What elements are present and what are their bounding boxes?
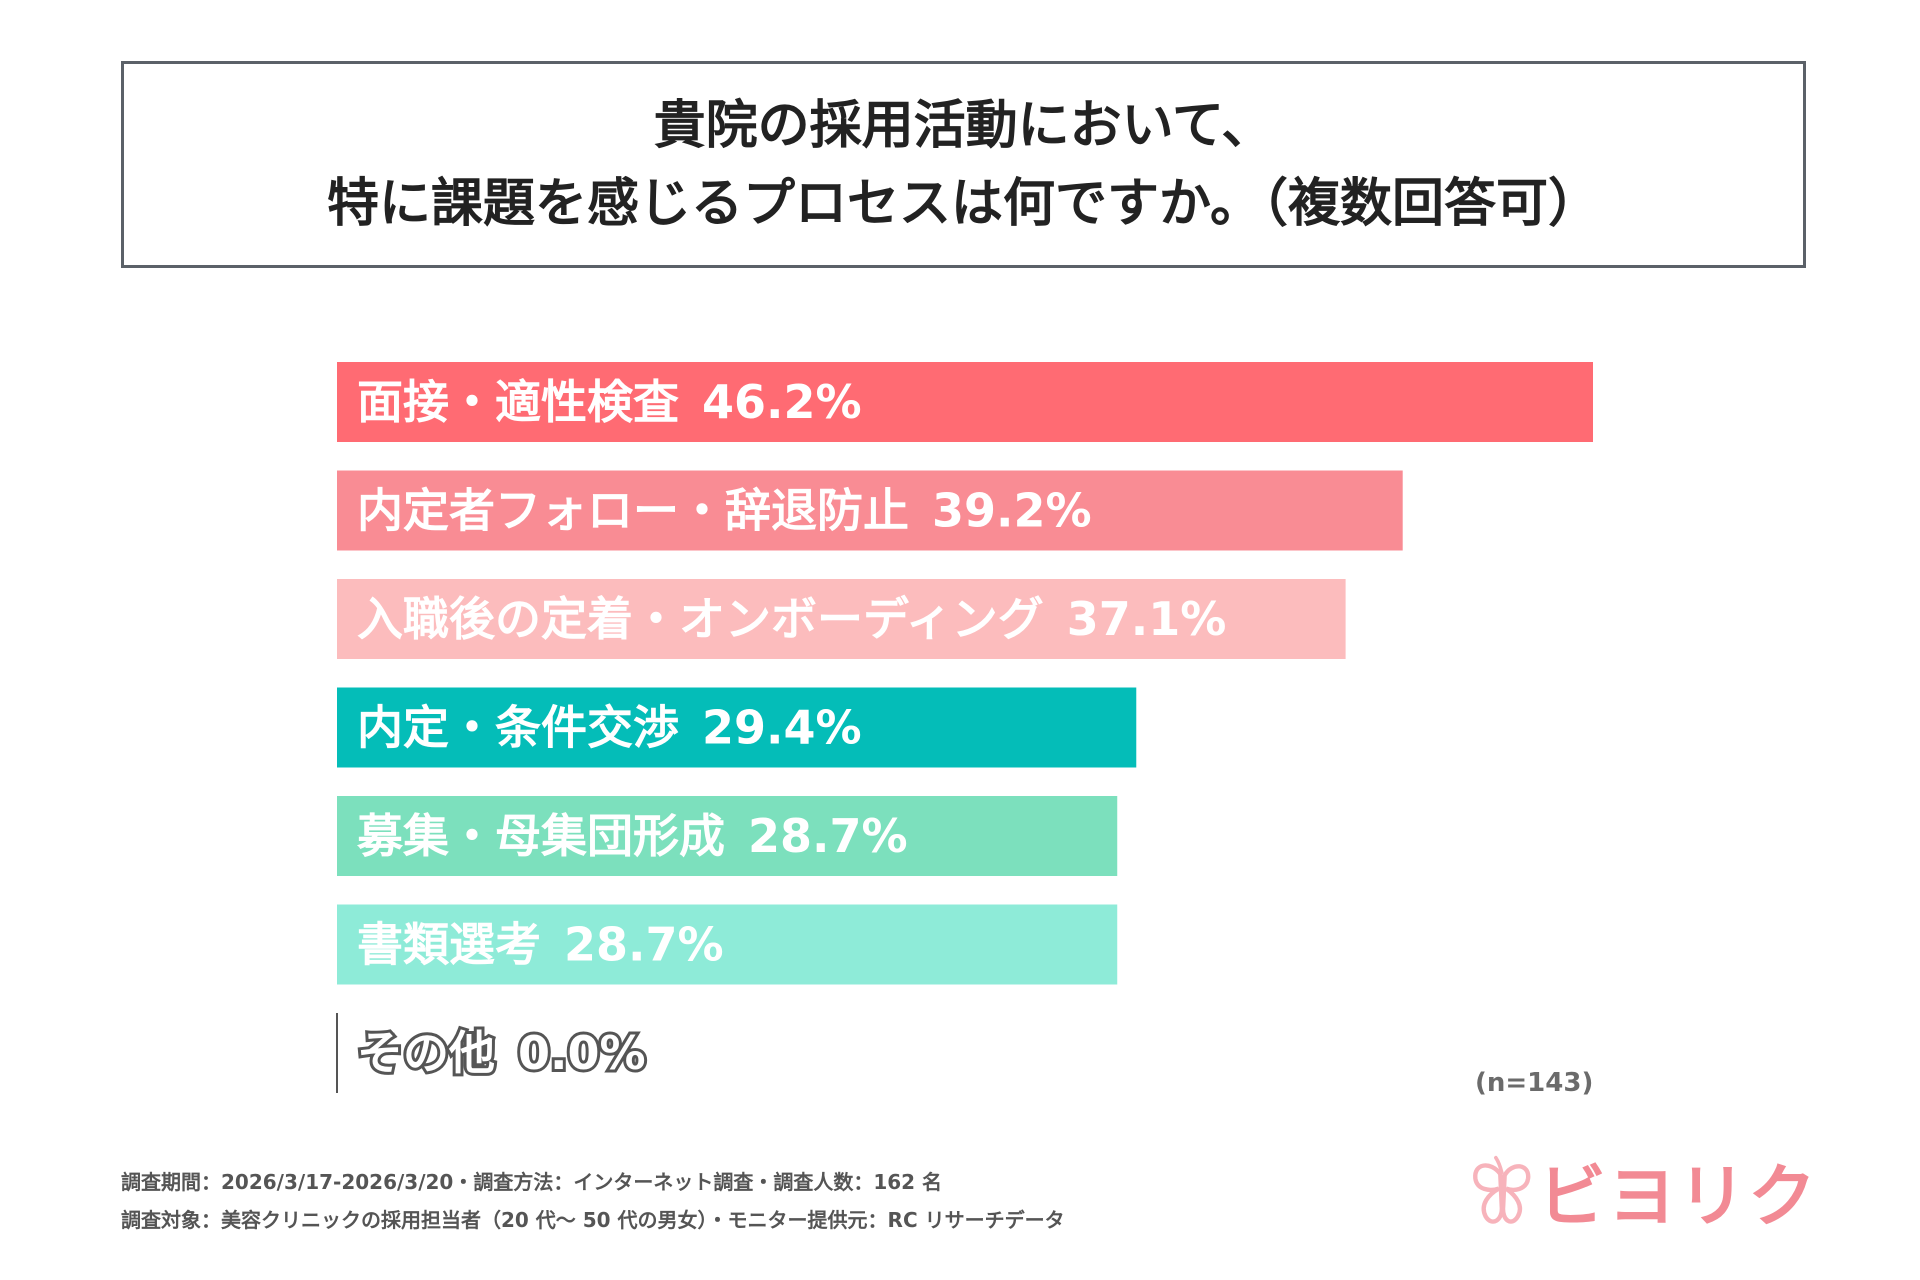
bar-3 [337, 579, 1346, 659]
logo: ビヨリク [1468, 1140, 1818, 1240]
bar-label-4: 内定・条件交渉 29.4% [357, 701, 862, 755]
chart-title-line-1: 貴院の採用活動において、 [653, 95, 1274, 156]
bar-label-3: 入職後の定着・オンボーディング 37.1% [357, 592, 1226, 646]
title-box: 貴院の採用活動において、 特に課題を感じるプロセスは何ですか。（複数回答可） [121, 61, 1806, 268]
bar-5 [337, 796, 1118, 876]
sample-size-label: (n=143) [1475, 1068, 1594, 1098]
bar-4 [337, 687, 1137, 768]
bar-label-5: 募集・母集団形成 28.7% [356, 809, 908, 863]
bar-6 [337, 904, 1118, 985]
bar-label-2: 内定者フォロー・辞退防止 39.2% [357, 484, 1092, 538]
footer-survey-period: 調査期間：2026/3/17-2026/3/20・調査方法：インターネット調査・… [121, 1170, 943, 1194]
bar-label-7: その他 0.0% [357, 1026, 646, 1080]
bar-label-6: 書類選考 28.7% [357, 918, 724, 972]
footer-survey-target: 調査対象：美容クリニックの採用担当者（20 代〜 50 代の男女）・モニター提供… [121, 1208, 1065, 1232]
bar-label-1: 面接・適性検査 46.2% [357, 375, 862, 429]
bar-1 [337, 362, 1593, 442]
bar-chart: 面接・適性検査 46.2% 内定者フォロー・辞退防止 39.2% 入職後の定着・オン… [336, 362, 1593, 1093]
butterfly-icon [1473, 1155, 1531, 1224]
chart-title-line-2: 特に課題を感じるプロセスは何ですか。（複数回答可） [327, 173, 1600, 234]
logo-text: ビヨリク [1537, 1157, 1818, 1237]
bar-2 [337, 470, 1403, 551]
